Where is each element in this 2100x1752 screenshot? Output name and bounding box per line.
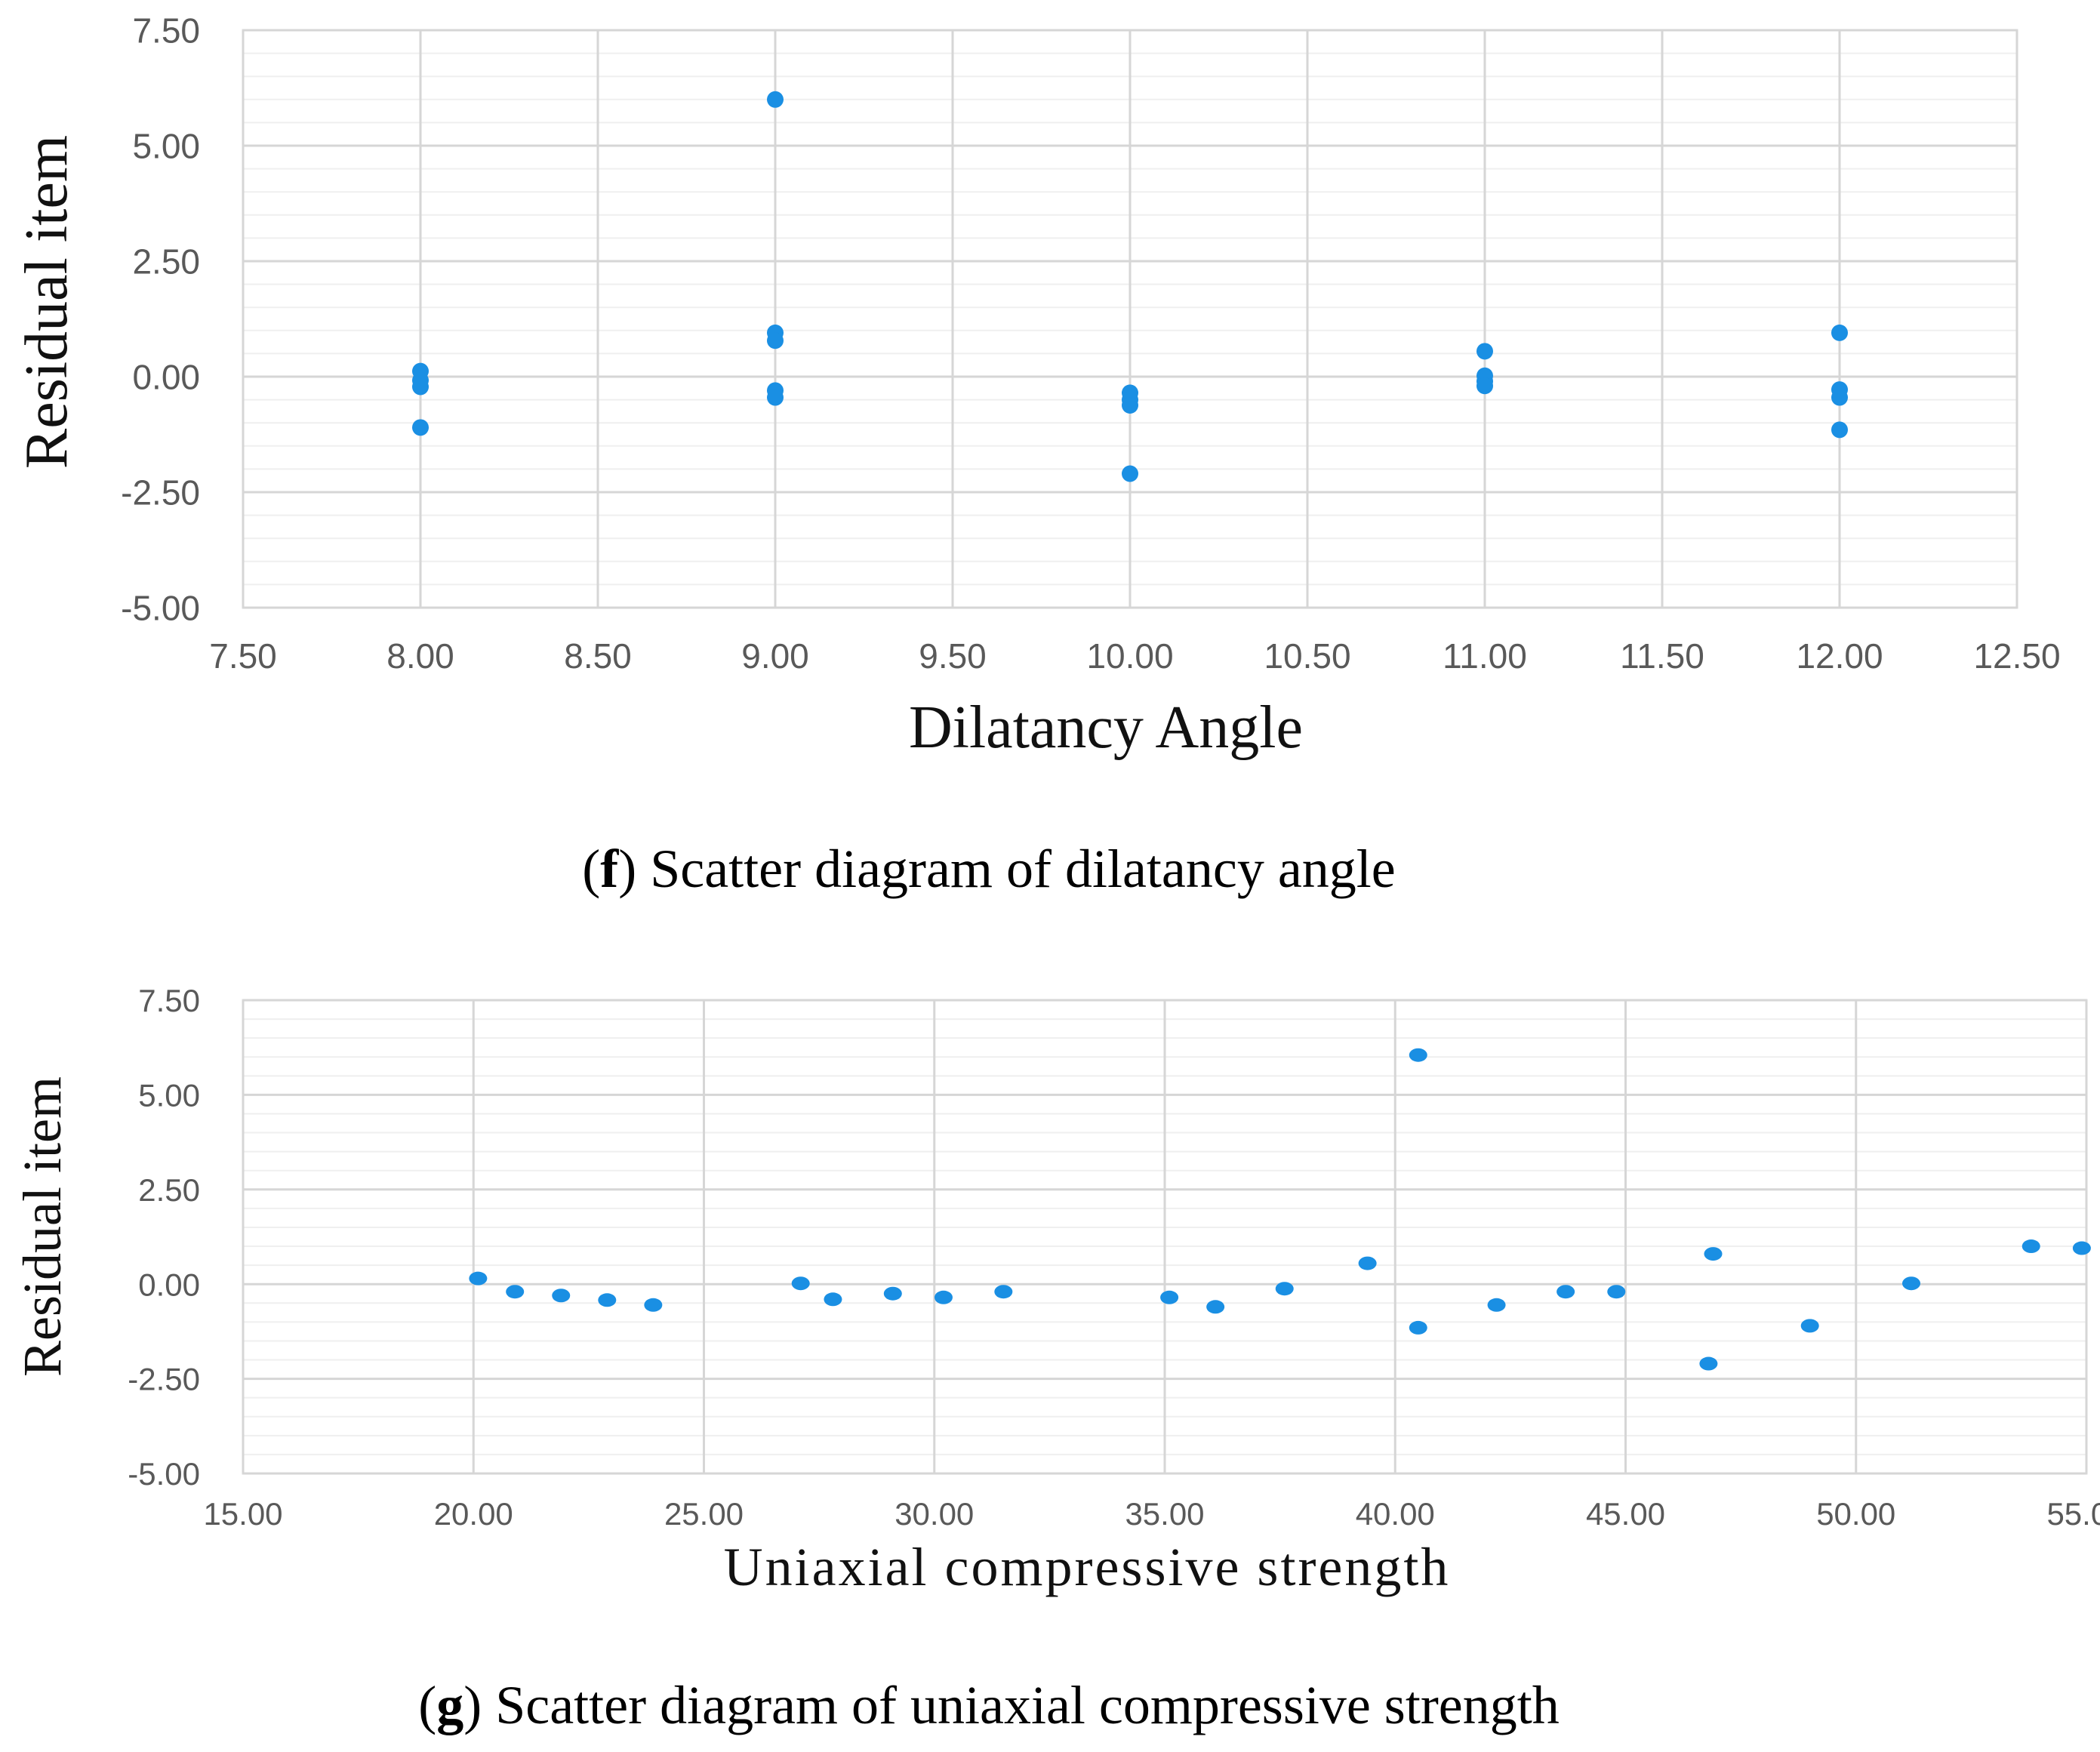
caption-text-g: Scatter diagram of uniaxial compressive …	[495, 1675, 1560, 1735]
x-tick-label: 20.00	[434, 1496, 513, 1532]
x-tick-label: 50.00	[1816, 1496, 1895, 1532]
data-point	[2072, 1241, 2091, 1255]
y-tick-label: -2.50	[121, 473, 200, 513]
y-tick-labels-f: -5.00 -2.50 0.00 2.50 5.00 7.50	[121, 11, 200, 628]
data-point	[767, 332, 784, 349]
data-point	[1275, 1282, 1294, 1296]
x-tick-label: 10.00	[1086, 636, 1173, 676]
data-points-g	[469, 1048, 2091, 1371]
y-tick-label: -5.00	[121, 589, 200, 628]
x-tick-label: 11.00	[1443, 636, 1527, 676]
y-tick-label: -2.50	[128, 1362, 200, 1397]
data-point	[883, 1286, 902, 1301]
data-point	[1358, 1256, 1377, 1270]
data-point	[506, 1285, 525, 1299]
x-tick-label: 15.00	[203, 1496, 282, 1532]
x-tick-label: 8.50	[564, 636, 632, 676]
x-axis-title-g: Uniaxial compressive strength	[724, 1537, 1451, 1597]
y-tick-label: 7.50	[132, 11, 200, 51]
data-point	[412, 378, 429, 396]
x-tick-label: 35.00	[1125, 1496, 1204, 1532]
major-gridlines-f	[242, 29, 2018, 609]
data-point	[767, 389, 784, 406]
data-point	[1122, 465, 1138, 482]
data-point	[412, 419, 429, 436]
data-point	[1409, 1048, 1427, 1062]
data-point	[994, 1285, 1013, 1299]
data-point	[644, 1298, 663, 1312]
data-point	[1800, 1319, 1819, 1333]
data-point	[1902, 1276, 1921, 1291]
data-point	[1487, 1298, 1506, 1312]
x-tick-label: 12.50	[1973, 636, 2060, 676]
data-point	[767, 91, 784, 108]
x-tick-label: 7.50	[209, 636, 277, 676]
data-point	[1476, 377, 1493, 395]
data-point	[1557, 1285, 1575, 1299]
y-axis-title-g: Residual item	[12, 1076, 72, 1377]
x-tick-labels-g: 15.00 20.00 25.00 30.00 35.00 40.00 45.00 50.00…	[203, 1496, 2100, 1532]
x-tick-label: 25.00	[664, 1496, 744, 1532]
x-axis-title-f: Dilatancy Angle	[909, 694, 1303, 761]
caption-label-g: g	[436, 1675, 463, 1735]
data-point	[824, 1292, 842, 1307]
x-tick-label: 55.00	[2046, 1496, 2100, 1532]
caption-text-f: Scatter diagram of dilatancy angle	[650, 839, 1396, 899]
data-point	[1831, 421, 1848, 439]
y-tick-label: 5.00	[138, 1078, 200, 1113]
y-tick-labels-g: -5.00 -2.50 0.00 2.50 5.00 7.50	[128, 983, 200, 1492]
y-tick-label: 0.00	[138, 1267, 200, 1302]
data-point	[469, 1271, 488, 1286]
data-points-f	[412, 91, 1848, 482]
data-point	[1122, 396, 1138, 414]
y-tick-label: 7.50	[138, 983, 200, 1018]
major-gridlines-g	[242, 999, 2088, 1475]
data-point	[1831, 324, 1848, 341]
data-point	[1699, 1356, 1718, 1371]
x-tick-label: 11.50	[1620, 636, 1704, 676]
y-axis-title-f: Residual item	[14, 135, 80, 469]
caption-label-f: f	[600, 839, 619, 899]
x-tick-label: 30.00	[895, 1496, 974, 1532]
x-tick-label: 8.00	[386, 636, 454, 676]
data-point	[1409, 1320, 1427, 1335]
x-tick-label: 40.00	[1356, 1496, 1435, 1532]
y-tick-label: 0.00	[132, 358, 200, 397]
data-point	[1607, 1285, 1626, 1299]
y-tick-label: -5.00	[128, 1456, 200, 1492]
x-tick-label: 45.00	[1586, 1496, 1665, 1532]
data-point	[1704, 1247, 1723, 1261]
panel-g: 15.00 20.00 25.00 30.00 35.00 40.00 45.00 50.00…	[12, 983, 2100, 1735]
y-tick-label: 5.00	[132, 127, 200, 166]
data-point	[1206, 1300, 1225, 1314]
x-tick-label: 12.00	[1796, 636, 1883, 676]
data-point	[934, 1290, 953, 1304]
data-point	[598, 1293, 617, 1307]
data-point	[791, 1276, 810, 1291]
data-point	[1476, 343, 1493, 360]
data-point	[552, 1289, 571, 1303]
x-tick-label: 9.00	[741, 636, 809, 676]
data-point	[1160, 1290, 1179, 1304]
data-point	[1831, 389, 1848, 406]
caption-f: (f) Scatter diagram of dilatancy angle	[582, 839, 1396, 899]
panel-f: 7.50 8.00 8.50 9.00 9.50 10.00 10.50 11.00 11.50…	[14, 11, 2061, 899]
data-point	[2021, 1239, 2040, 1254]
caption-g: (g) Scatter diagram of uniaxial compress…	[418, 1675, 1560, 1735]
y-tick-label: 2.50	[138, 1172, 200, 1208]
y-tick-label: 2.50	[132, 242, 200, 282]
x-tick-label: 9.50	[919, 636, 987, 676]
x-tick-label: 10.50	[1264, 636, 1350, 676]
x-tick-labels-f: 7.50 8.00 8.50 9.00 9.50 10.00 10.50 11.00 11.50…	[209, 636, 2060, 676]
